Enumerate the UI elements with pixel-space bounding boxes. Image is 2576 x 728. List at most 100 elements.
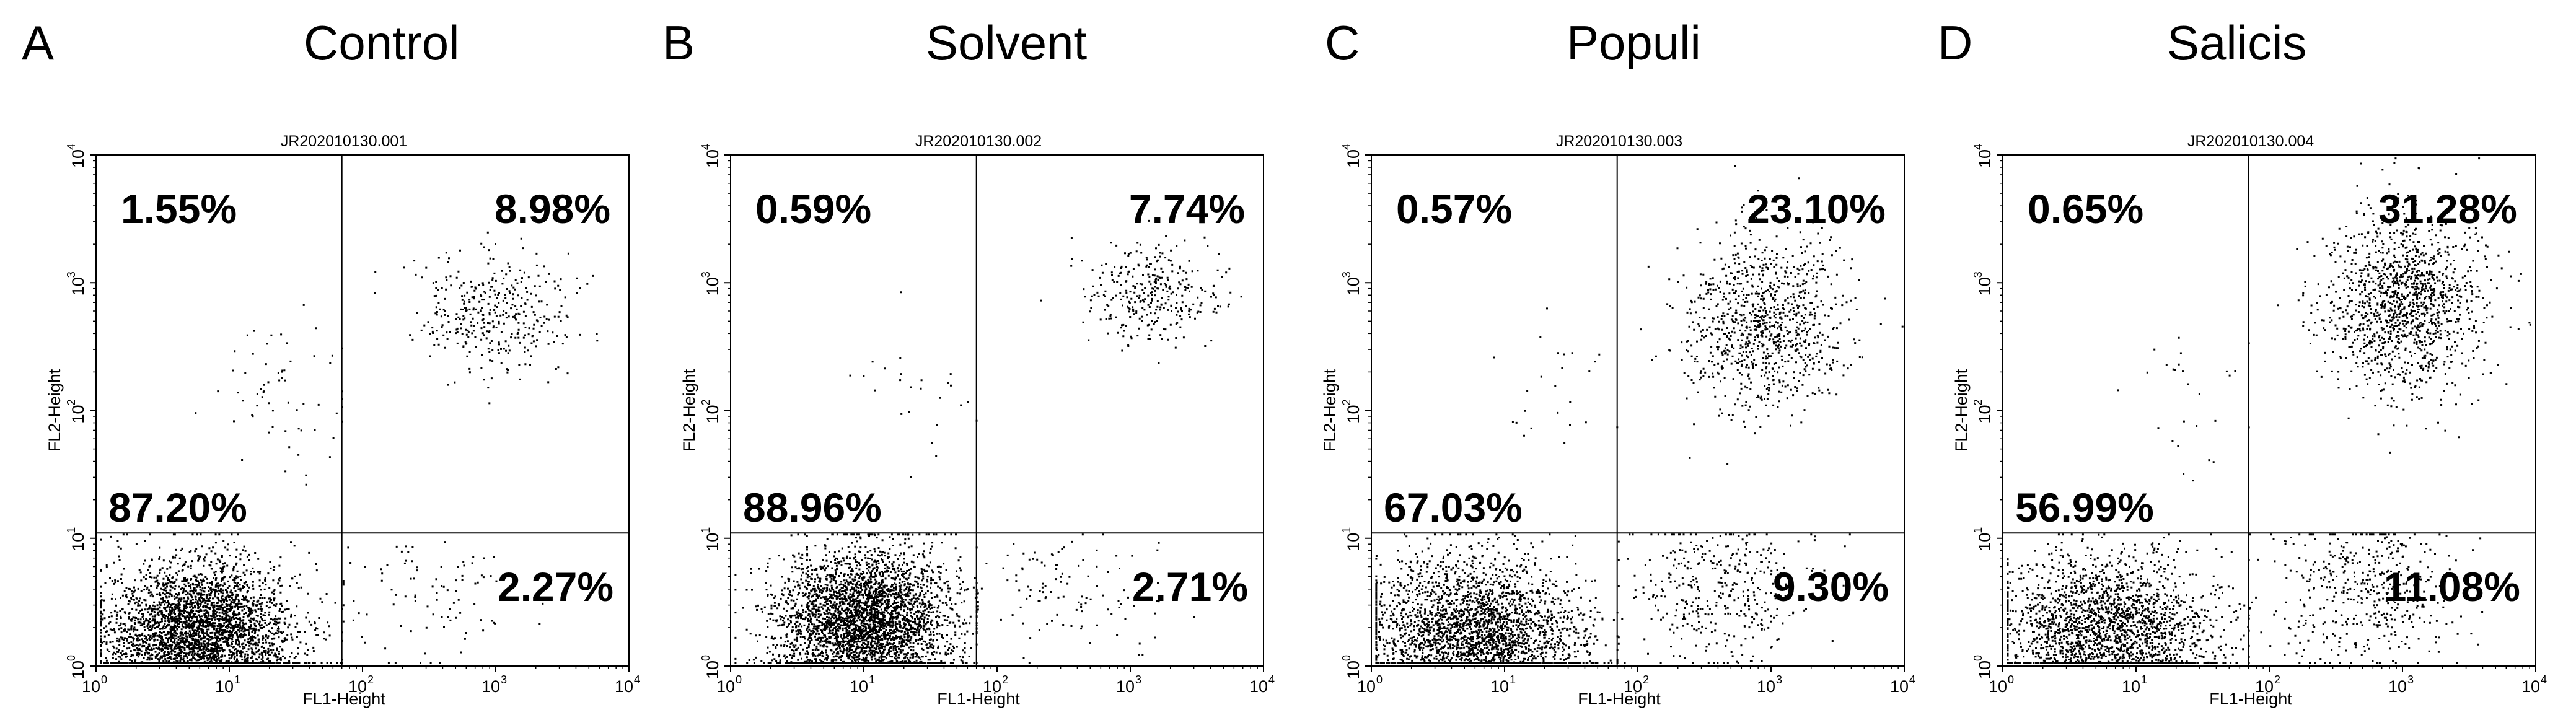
- y-tick-label: 10: [69, 149, 87, 168]
- panel-salicis: D Salicis JR202010130.004 10 0 10 0 10 1 10 1 10 2…: [1932, 0, 2575, 728]
- panel-title: Salicis: [2167, 15, 2307, 70]
- y-tick-label-group: 104: [1972, 144, 1994, 168]
- quadrant-percent-upper-right: 7.74%: [1129, 186, 1245, 232]
- y-tick-exponent: 1: [1340, 527, 1353, 533]
- panel-populi: C Populi JR202010130.003 10 0 10 0 10 1 10 1 10 2 1…: [1288, 0, 1932, 728]
- y-tick-label-group: 101: [700, 527, 722, 551]
- x-tick-label: 10: [2388, 677, 2407, 696]
- sample-id: JR202010130.004: [2187, 133, 2314, 150]
- y-tick-label-group: 102: [1972, 399, 1994, 423]
- y-tick-exponent: 1: [700, 527, 712, 533]
- sample-id: JR202010130.003: [1556, 133, 1682, 150]
- x-tick-exponent: 2: [367, 673, 374, 686]
- y-tick-label: 10: [1976, 533, 1994, 551]
- y-axis-label-group: FL2-Height: [45, 369, 64, 452]
- x-tick-label: 10: [983, 677, 1001, 696]
- x-tick-exponent: 3: [1776, 673, 1782, 686]
- y-axis-label-group: FL2-Height: [680, 369, 698, 452]
- panel-title: Solvent: [926, 15, 1088, 70]
- y-tick-exponent: 3: [1972, 271, 1984, 278]
- y-tick-label-group: 103: [1340, 271, 1363, 296]
- x-tick-exponent: 0: [1376, 673, 1383, 686]
- x-axis-label: FL1-Height: [2209, 690, 2292, 708]
- panel-solvent: B Solvent JR202010130.002 10 0 10 0 10 1 10 1 10 2…: [644, 0, 1288, 728]
- y-tick-label-group: 101: [65, 527, 87, 551]
- x-tick-label: 10: [1490, 677, 1509, 696]
- x-tick-exponent: 4: [2541, 673, 2547, 686]
- y-axis-label: FL2-Height: [1321, 369, 1339, 452]
- x-tick-label: 10: [2255, 677, 2274, 696]
- y-tick-label: 10: [1976, 660, 1994, 679]
- x-tick-label: 10: [1249, 677, 1268, 696]
- x-tick-exponent: 4: [1909, 673, 1915, 686]
- y-tick-exponent: 3: [65, 271, 77, 278]
- panel-letter: D: [1938, 15, 1973, 70]
- x-tick-exponent: 2: [2274, 673, 2280, 686]
- x-tick-label: 10: [1757, 677, 1775, 696]
- quadrant-percent-lower-left: 87.20%: [108, 485, 247, 530]
- y-tick-label: 10: [703, 533, 722, 551]
- y-tick-label-group: 104: [700, 144, 722, 168]
- quadrant-percent-lower-right: 2.27%: [498, 564, 613, 610]
- x-axis-label: FL1-Height: [302, 690, 385, 708]
- x-tick-exponent: 4: [634, 673, 640, 686]
- y-tick-exponent: 1: [65, 527, 77, 533]
- y-tick-exponent: 3: [700, 271, 712, 278]
- y-tick-label: 10: [1976, 405, 1994, 423]
- quadrant-percent-lower-left: 56.99%: [2015, 485, 2154, 530]
- y-tick-label-group: 103: [65, 271, 87, 296]
- x-tick-exponent: 3: [1135, 673, 1141, 686]
- y-tick-label-group: 102: [65, 399, 87, 423]
- y-axis-label-group: FL2-Height: [1321, 369, 1339, 452]
- x-tick-label: 10: [1116, 677, 1135, 696]
- y-axis-label: FL2-Height: [1952, 369, 1971, 452]
- x-tick-label: 10: [481, 677, 500, 696]
- x-tick-exponent: 2: [1643, 673, 1649, 686]
- x-tick-exponent: 0: [2008, 673, 2014, 686]
- y-tick-label: 10: [69, 660, 87, 679]
- panel-letter: B: [662, 15, 695, 70]
- y-tick-label: 10: [69, 405, 87, 423]
- y-tick-exponent: 0: [700, 655, 712, 661]
- y-tick-label-group: 103: [1972, 271, 1994, 296]
- quadrant-percent-upper-right: 31.28%: [2378, 186, 2517, 232]
- quadrant-percent-upper-left: 0.59%: [755, 186, 871, 232]
- y-tick-label-group: 100: [700, 655, 722, 679]
- quadrant-percent-lower-right: 2.71%: [1132, 564, 1248, 610]
- y-tick-label: 10: [703, 405, 722, 423]
- y-tick-exponent: 0: [65, 655, 77, 661]
- y-tick-exponent: 4: [65, 144, 77, 150]
- y-tick-label-group: 104: [1340, 144, 1363, 168]
- quadrant-percent-upper-left: 1.55%: [121, 186, 237, 232]
- x-tick-exponent: 2: [1002, 673, 1008, 686]
- x-tick-label: 10: [716, 677, 735, 696]
- y-tick-label: 10: [1976, 277, 1994, 296]
- panel-control: A Control JR202010130.001 10 0 10 0 10 1 10 1 10 2…: [0, 0, 644, 728]
- y-tick-label: 10: [1976, 149, 1994, 168]
- y-tick-exponent: 2: [65, 399, 77, 405]
- y-tick-label: 10: [69, 533, 87, 551]
- panel-title: Control: [304, 15, 460, 70]
- panel-letter: C: [1325, 15, 1360, 70]
- y-tick-exponent: 2: [1340, 399, 1353, 405]
- y-tick-label: 10: [1344, 277, 1363, 296]
- panel-title: Populi: [1567, 15, 1701, 70]
- y-tick-label-group: 102: [1340, 399, 1363, 423]
- y-tick-exponent: 4: [1340, 144, 1353, 150]
- y-tick-label: 10: [1344, 533, 1363, 551]
- quadrant-percent-lower-left: 67.03%: [1384, 485, 1523, 530]
- y-tick-label: 10: [1344, 660, 1363, 679]
- y-tick-exponent: 2: [700, 399, 712, 405]
- x-tick-label: 10: [2122, 677, 2140, 696]
- y-tick-exponent: 4: [1972, 144, 1984, 150]
- x-tick-label: 10: [2521, 677, 2540, 696]
- y-tick-label-group: 101: [1340, 527, 1363, 551]
- y-axis-label-group: FL2-Height: [1952, 369, 1971, 452]
- y-tick-label: 10: [703, 660, 722, 679]
- y-tick-label-group: 102: [700, 399, 722, 423]
- quadrant-percent-upper-right: 8.98%: [495, 186, 610, 232]
- quadrant-percent-lower-right: 9.30%: [1773, 564, 1889, 610]
